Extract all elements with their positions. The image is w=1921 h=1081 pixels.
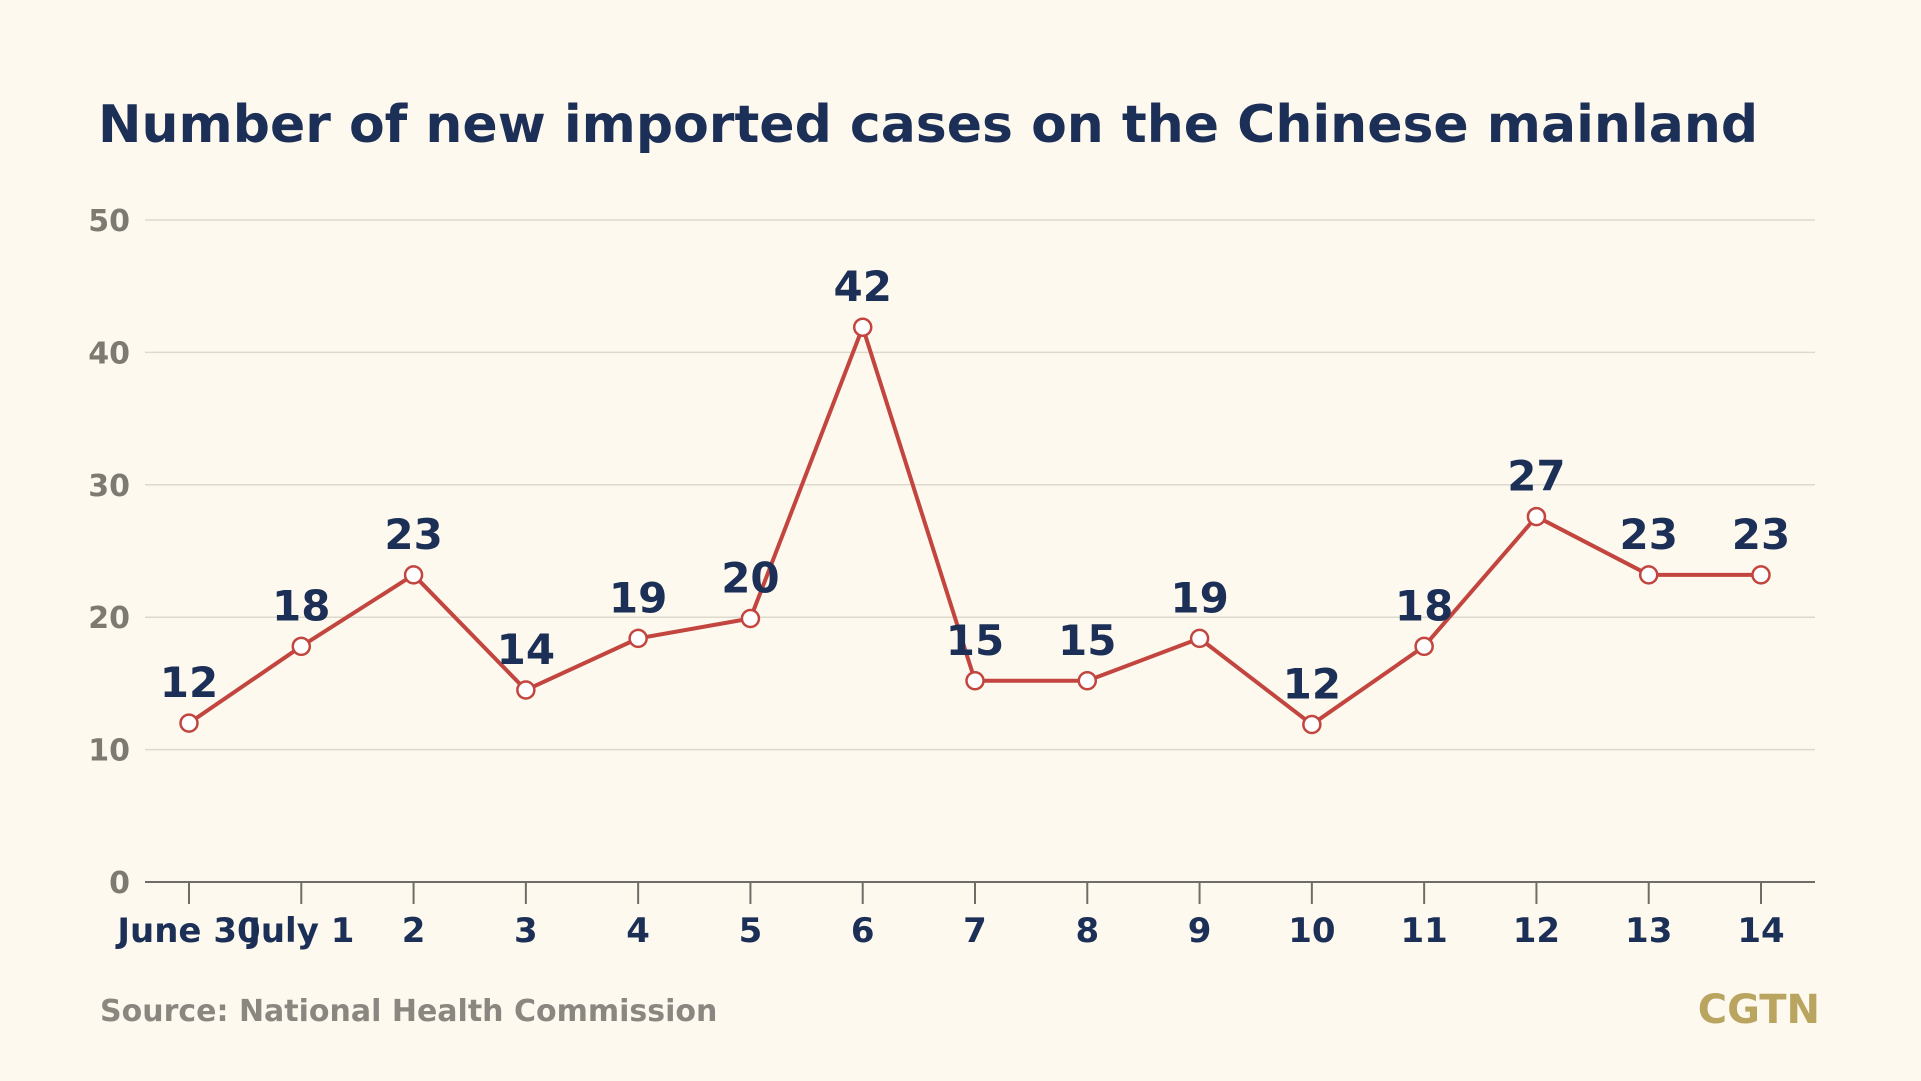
x-tick-label: 4 [626,911,650,951]
source-note: Source: National Health Commission [100,994,717,1029]
y-tick-label: 50 [88,204,130,239]
data-label: 27 [1507,452,1565,501]
data-label: 14 [497,625,555,674]
data-label: 18 [272,581,330,630]
data-point [179,713,199,733]
data-label: 20 [721,554,779,603]
data-point [1077,671,1098,691]
data-point [628,628,648,649]
data-point [1526,506,1547,527]
data-point [1302,714,1322,735]
y-tick-label: 10 [88,734,130,769]
x-tick-label: June 30 [115,911,260,951]
data-point [965,671,985,691]
y-tick-label: 30 [88,469,130,504]
data-label: 19 [609,573,667,622]
y-tick-label: 40 [88,336,130,371]
x-tick-label: 11 [1400,911,1447,951]
data-point [403,565,424,585]
x-tick-label: 13 [1625,911,1672,951]
cgtn-logo: CGTN [1698,987,1820,1033]
x-tick-label: 3 [514,911,538,951]
x-tick-label: 10 [1288,911,1335,951]
data-point [1751,565,1771,585]
data-label: 12 [160,658,218,707]
y-tick-label: 20 [88,601,130,636]
data-point [1414,636,1434,657]
data-points [179,317,1771,735]
data-point [291,636,312,657]
data-label: 18 [1395,581,1453,630]
x-tick-label: July 1 [246,911,354,951]
data-point [1638,565,1659,585]
data-point [740,608,761,629]
y-axis-ticks: 0 10 20 30 40 50 [88,204,130,901]
x-tick-label: 6 [851,911,875,951]
data-label: 23 [1732,510,1790,559]
data-point [852,317,873,337]
gridlines [145,219,1815,751]
data-point [516,680,536,700]
data-point [1189,628,1210,649]
x-tick-label: 2 [402,911,426,951]
data-label: 23 [1619,510,1677,559]
data-label: 19 [1170,573,1228,622]
x-tick-label: 5 [739,911,763,951]
data-label: 12 [1283,659,1341,708]
x-tick-label: 12 [1513,911,1560,951]
x-tick-label: 9 [1188,911,1212,951]
data-label: 23 [384,510,442,559]
data-labels: 12 18 23 14 19 20 42 15 15 19 12 18 27 23 23 [160,262,1790,708]
data-label: 15 [1058,616,1116,665]
x-tick-label: 7 [963,911,987,951]
x-tick-label: 8 [1075,911,1099,951]
x-tick-label: 14 [1737,911,1784,951]
data-label: 15 [946,616,1004,665]
chart-title: Number of new imported cases on the Chin… [98,95,1758,155]
data-label: 42 [833,262,891,311]
y-tick-label: 0 [109,866,130,901]
